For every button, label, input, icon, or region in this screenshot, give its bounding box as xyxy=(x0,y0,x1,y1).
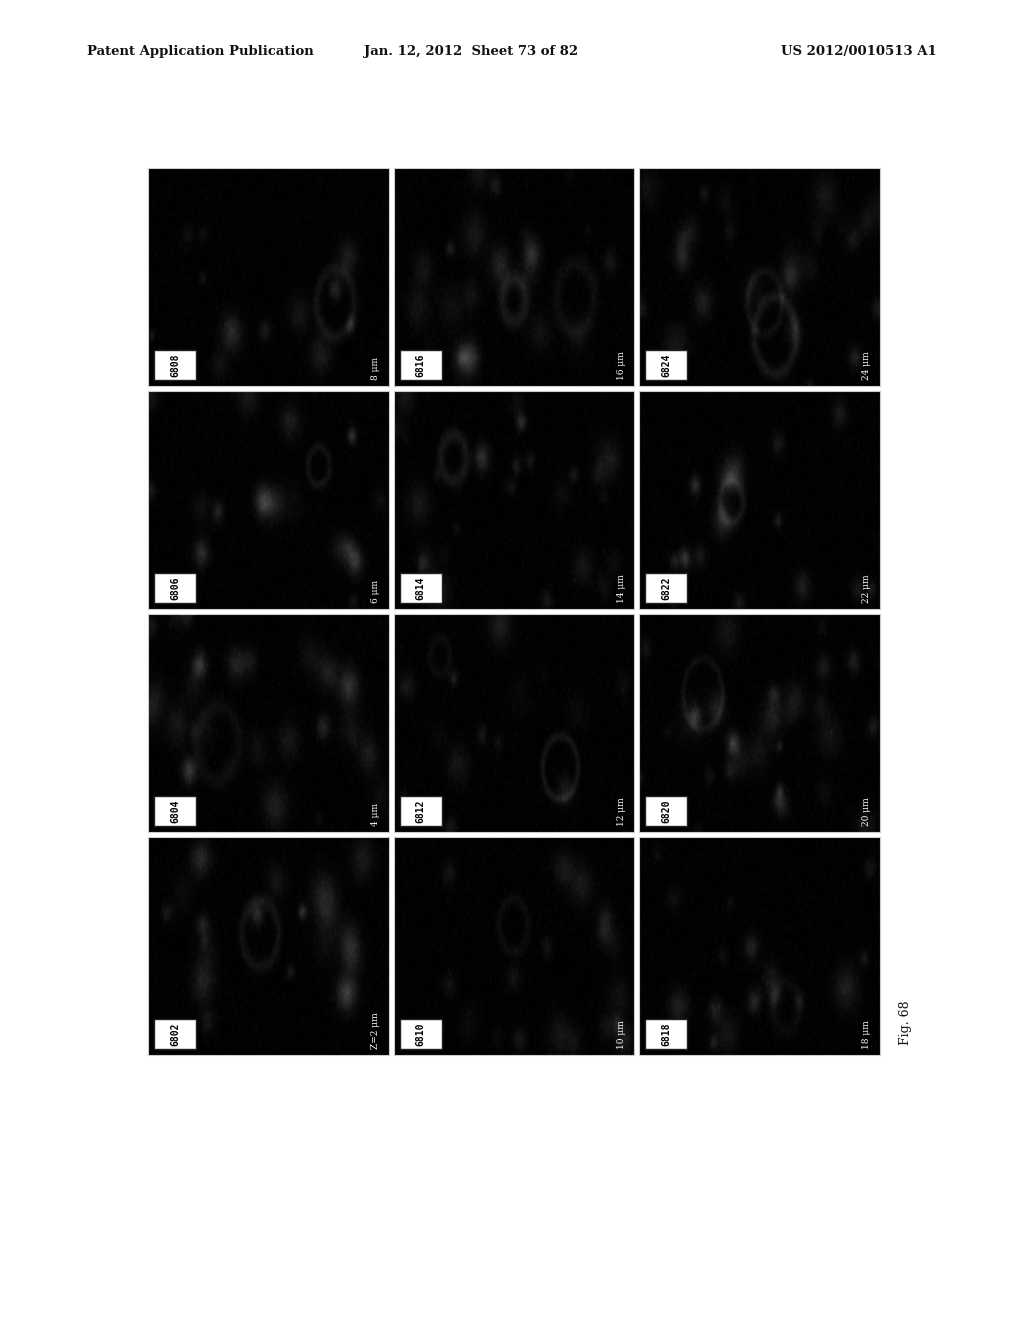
Text: 6822: 6822 xyxy=(662,577,672,599)
Text: 14 μm: 14 μm xyxy=(616,574,626,603)
Text: 6812: 6812 xyxy=(416,799,426,822)
Text: US 2012/0010513 A1: US 2012/0010513 A1 xyxy=(781,45,937,58)
Text: 12 μm: 12 μm xyxy=(616,797,626,825)
Text: 6 μm: 6 μm xyxy=(371,579,380,603)
Text: 6816: 6816 xyxy=(416,354,426,376)
Text: Z=2 μm: Z=2 μm xyxy=(371,1012,380,1048)
Text: Patent Application Publication: Patent Application Publication xyxy=(87,45,313,58)
Text: 6810: 6810 xyxy=(416,1022,426,1045)
Text: 18 μm: 18 μm xyxy=(862,1020,871,1048)
Text: 6804: 6804 xyxy=(170,799,180,822)
Text: Jan. 12, 2012  Sheet 73 of 82: Jan. 12, 2012 Sheet 73 of 82 xyxy=(364,45,579,58)
Text: Fig. 68: Fig. 68 xyxy=(899,1001,912,1045)
Text: 24 μm: 24 μm xyxy=(862,351,871,380)
Text: 8 μm: 8 μm xyxy=(371,356,380,380)
Text: 6806: 6806 xyxy=(170,577,180,599)
Text: 6818: 6818 xyxy=(662,1022,672,1045)
Text: 4 μm: 4 μm xyxy=(371,803,380,825)
Text: 10 μm: 10 μm xyxy=(616,1020,626,1048)
Text: 6808: 6808 xyxy=(170,354,180,376)
Text: 6820: 6820 xyxy=(662,799,672,822)
Text: 6814: 6814 xyxy=(416,577,426,599)
Text: 16 μm: 16 μm xyxy=(616,351,626,380)
Text: 6802: 6802 xyxy=(170,1022,180,1045)
Text: 20 μm: 20 μm xyxy=(862,797,871,825)
Text: 22 μm: 22 μm xyxy=(862,574,871,603)
Text: 6824: 6824 xyxy=(662,354,672,376)
